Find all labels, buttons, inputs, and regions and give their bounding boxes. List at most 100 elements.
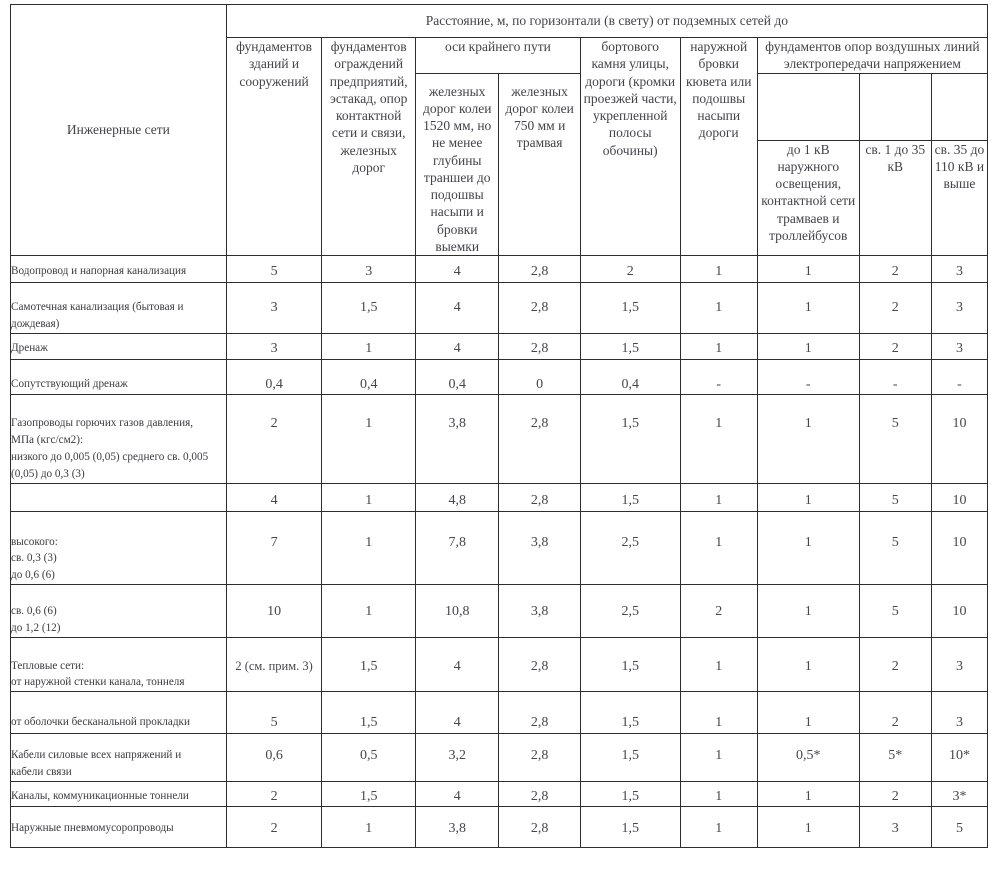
cell-value: 1 <box>679 282 758 334</box>
row-label: Сопутствующий дренаж <box>10 358 227 396</box>
cell-value: 1 <box>679 691 758 734</box>
cell-value: 2,8 <box>498 691 581 734</box>
cell-value: 5 <box>858 482 932 512</box>
cell-value: 1 <box>756 691 860 734</box>
cell-value: 1 <box>679 780 758 808</box>
cell-value: 5 <box>858 583 932 638</box>
cell-value: 1 <box>321 806 416 849</box>
cell-value: 1,5 <box>579 780 681 808</box>
cell-value: 1 <box>756 255 860 284</box>
header-row-3: железных дорог колеи 1520 мм, но не мене… <box>11 72 988 257</box>
cell-value: 1 <box>321 510 416 585</box>
row-label-line: Кабели силовые всех напряжений и <box>11 749 182 761</box>
header-pl-upto-1kv: до 1 кВ наружного освещения, контактной … <box>756 139 860 257</box>
cell-value: 5 <box>225 255 323 284</box>
table-row: 4 1 4,8 2,8 1,5 1 1 5 10 <box>10 482 988 512</box>
row-label: Самотечная канализация (бытовая и дождева… <box>10 282 227 334</box>
cell-value: 10 <box>930 394 988 484</box>
cell-value: 2 <box>225 806 323 849</box>
cell-value: 1 <box>756 282 860 334</box>
cell-value: 1 <box>321 332 416 360</box>
header-row-4: до 1 кВ наружного освещения, контактной … <box>11 139 988 257</box>
cell-value: 0,4 <box>579 358 681 396</box>
row-label: Газопроводы горючих газов давления, МПа (… <box>10 394 227 484</box>
cell-value: 1 <box>679 636 758 693</box>
header-row-2: фундаментов зданий и сооружений фундамен… <box>11 36 988 257</box>
cell-value: 2,5 <box>579 583 681 638</box>
row-label: Водопровод и напорная канализация <box>10 255 227 284</box>
row-label-line: МПа (кгс/см2): <box>11 434 84 447</box>
cell-value: 2 (см. прим. 3) <box>225 636 323 693</box>
table-row: Сопутствующий дренаж 0,4 0,4 0,4 0 0,4- - - - <box>10 358 988 396</box>
header-powerline-spacer-2 <box>858 72 932 141</box>
cell-value: 2 <box>858 691 932 734</box>
cell-value: 1 <box>321 394 416 484</box>
cell-value: 0,4 <box>414 358 500 396</box>
cell-value: 0,4 <box>225 358 323 396</box>
cell-value: 0,5* <box>756 733 860 782</box>
header-rail-750: железных дорог колеи 750 мм и трамвая <box>498 72 581 257</box>
cell-value: 1,5 <box>579 332 681 360</box>
cell-value: 4 <box>414 255 500 284</box>
cell-value: 4 <box>414 780 500 808</box>
row-label-line: св. 0,6 (6) <box>11 604 57 617</box>
cell-value: 5 <box>225 691 323 734</box>
row-label <box>10 482 227 512</box>
row-label-line: Тепловые сети: <box>11 659 85 672</box>
cell-value: 1 <box>756 482 860 512</box>
cell-value: 1 <box>756 636 860 693</box>
row-label-line: Наружные пневмомусоропроводы <box>11 822 174 835</box>
cell-value: 4 <box>414 636 500 693</box>
header-outer-edge: наружной бровки кювета или подошвы насып… <box>679 36 758 257</box>
cell-value: 2,8 <box>498 394 581 484</box>
cell-value: 1 <box>679 394 758 484</box>
table-row: Газопроводы горючих газов давления, МПа (… <box>10 394 988 484</box>
cell-value: 2 <box>858 780 932 808</box>
engineering-networks-distance-table: Инженерные сети Расстояние, м, по горизо… <box>10 3 988 849</box>
cell-value: 1 <box>756 780 860 808</box>
header-distance-span: Расстояние, м, по горизонтали (в свету) … <box>225 4 988 38</box>
cell-value: 1,5 <box>321 636 416 693</box>
cell-value: 4 <box>414 691 500 734</box>
cell-value: 10 <box>225 583 323 638</box>
cell-value: 1,5 <box>579 733 681 782</box>
row-label-line: Сопутствующий дренаж <box>11 377 128 390</box>
cell-value: 1,5 <box>579 691 681 734</box>
row-label-line: дождевая) <box>11 317 60 330</box>
cell-value: 1,5 <box>321 282 416 334</box>
row-label-line: от оболочки бесканальной прокладки <box>11 716 190 729</box>
table-row: Кабели силовые всех напряжений и кабели с… <box>10 733 988 782</box>
cell-value: 3 <box>225 332 323 360</box>
header-pl-35-110kv: св. 35 до 110 кВ и выше <box>930 139 988 257</box>
row-label-line: до 0,6 (6) <box>11 569 55 582</box>
table-row: св. 0,6 (6) до 1,2 (12) 10 1 10,8 3,8 2,5 2 1 5 10 <box>10 583 988 638</box>
cell-value: - <box>756 358 860 396</box>
cell-value: 1 <box>679 482 758 512</box>
table-row: Наружные пневмомусоропроводы 2 1 3,8 2,8 1,5 1… <box>10 806 988 849</box>
cell-value: - <box>858 358 932 396</box>
cell-value: 2,8 <box>498 636 581 693</box>
header-pl-1-35kv: св. 1 до 35 кВ <box>858 139 932 257</box>
cell-value: 10 <box>930 482 988 512</box>
cell-value: 3,2 <box>414 733 500 782</box>
cell-value: 3 <box>930 332 988 360</box>
cell-value: 1 <box>756 332 860 360</box>
row-label-line: Водопровод и напорная канализация <box>11 265 187 278</box>
row-label: Тепловые сети: от наружной стенки канала,… <box>10 636 227 693</box>
row-label-line: св. 0,3 (3) <box>11 552 57 565</box>
cell-value: 10* <box>930 733 988 782</box>
row-label-line: Дренаж <box>11 341 48 354</box>
cell-value: 2 <box>858 332 932 360</box>
header-rail-1520: железных дорог колеи 1520 мм, но не мене… <box>414 72 500 257</box>
cell-value: 7 <box>225 510 323 585</box>
cell-value: 2,8 <box>498 332 581 360</box>
table-header: Инженерные сети Расстояние, м, по горизо… <box>10 3 988 257</box>
header-axis-track: оси крайнего пути <box>415 37 581 74</box>
row-label-line: низкого до 0,005 (0,05) среднего св. 0,0… <box>11 451 209 464</box>
cell-value: 1 <box>321 482 416 512</box>
row-label: от оболочки бесканальной прокладки <box>10 691 227 734</box>
table-body: Водопровод и напорная канализация 5 3 4 2,8 2… <box>10 255 988 849</box>
cell-value: 3 <box>930 636 988 693</box>
cell-value: 3 <box>930 282 988 334</box>
cell-value: 1 <box>679 510 758 585</box>
